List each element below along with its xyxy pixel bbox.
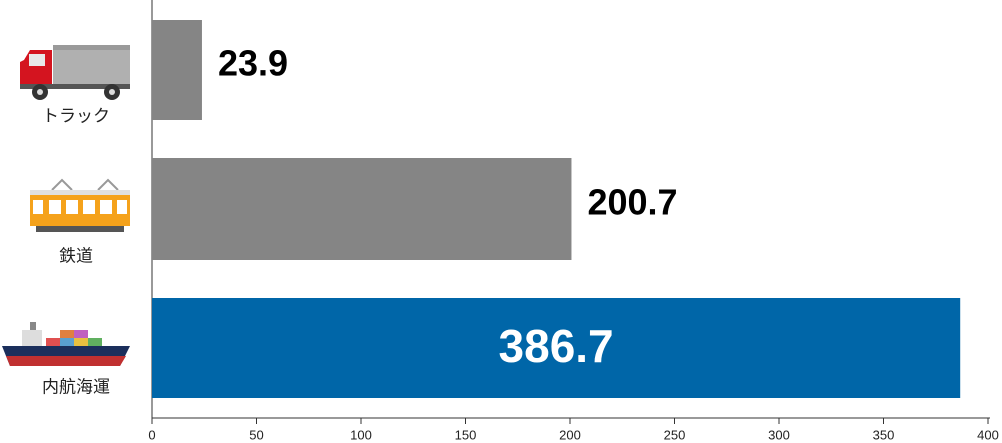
bar <box>152 298 961 398</box>
x-tick-label: 350 <box>873 427 895 442</box>
x-tick-label: 50 <box>249 427 263 442</box>
x-tick-label: 400 <box>977 427 999 442</box>
category-label: 内航海運 <box>42 377 110 396</box>
value-label: 386.7 <box>499 320 614 372</box>
ship-icon <box>2 322 130 366</box>
value-label: 200.7 <box>587 182 677 223</box>
x-tick-label: 250 <box>664 427 686 442</box>
category-label: トラック <box>42 106 110 125</box>
x-tick-label: 200 <box>559 427 581 442</box>
category-label: 鉄道 <box>59 246 93 265</box>
x-tick-label: 300 <box>768 427 790 442</box>
truck-icon <box>20 45 130 100</box>
value-label: 23.9 <box>218 43 288 84</box>
x-tick-label: 0 <box>148 427 155 442</box>
x-tick-label: 100 <box>350 427 372 442</box>
train-icon <box>30 178 130 232</box>
bar <box>152 20 202 120</box>
bar <box>152 158 572 260</box>
x-tick-label: 150 <box>455 427 477 442</box>
